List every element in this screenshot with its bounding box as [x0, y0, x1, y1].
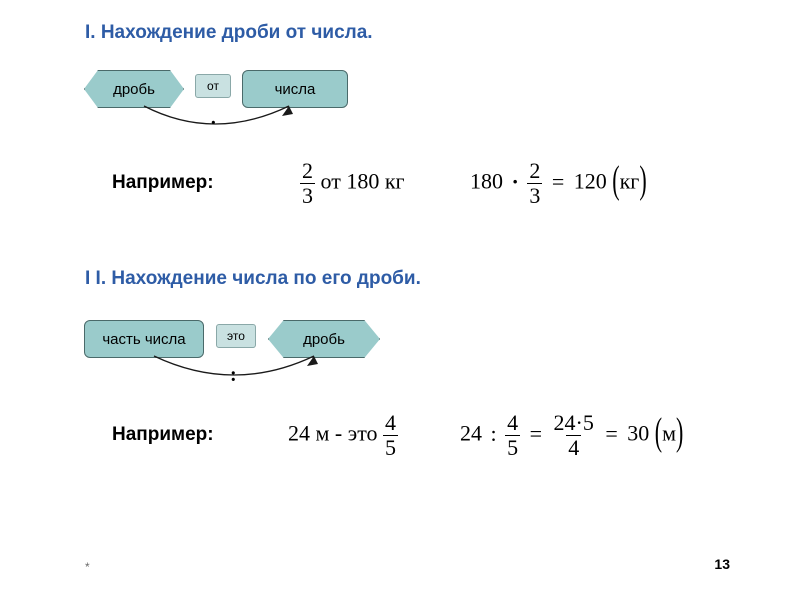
- section2-operator: :: [230, 364, 237, 387]
- math-text: 180: [470, 169, 503, 194]
- equals: =: [526, 421, 546, 446]
- section2-title: I I. Нахождение числа по его дроби.: [85, 268, 421, 290]
- paren-l: (: [612, 156, 619, 203]
- math-a: 24: [460, 421, 482, 446]
- section1-math-part1: 2 3 от 180 кг: [300, 160, 405, 207]
- equals: =: [548, 169, 568, 194]
- unit: кг: [620, 169, 640, 194]
- section1-left-shape: дробь: [84, 70, 184, 108]
- section2-math-part2: 24 : 4 5 = 24·5 4 = 30 (м): [460, 412, 683, 459]
- section1-link-label: от: [207, 79, 219, 93]
- frac-den: 5: [505, 435, 520, 459]
- section2-left-shape: часть числа: [84, 320, 204, 358]
- fraction: 2 3: [527, 160, 542, 207]
- section1-right-shape: числа: [242, 70, 348, 108]
- fraction: 24·5 4: [552, 412, 596, 459]
- section2-link-label: это: [227, 329, 245, 343]
- paren-r: ): [676, 408, 683, 455]
- math-text: от 180 кг: [315, 169, 405, 194]
- math-text: 24 м - это: [288, 421, 383, 446]
- section1-link-shape: от: [195, 74, 231, 98]
- section1-math-part2: 180 · 2 3 = 120 (кг): [470, 160, 647, 207]
- frac-num: 2: [300, 160, 315, 183]
- section1-operator: ·: [210, 112, 217, 135]
- frac-den: 3: [527, 183, 542, 207]
- section1-example-label: Например:: [112, 172, 214, 194]
- frac-den: 5: [383, 435, 398, 459]
- frac-num: 4: [505, 412, 520, 435]
- footer-star: *: [85, 560, 90, 574]
- section1-title: I. Нахождение дроби от числа.: [85, 22, 373, 44]
- unit: м: [662, 421, 676, 446]
- section2-right-shape: дробь: [268, 320, 380, 358]
- section2-math-part1: 24 м - это 4 5: [288, 412, 398, 459]
- frac-num: 4: [383, 412, 398, 435]
- fraction: 4 5: [383, 412, 398, 459]
- result: 120: [574, 169, 607, 194]
- frac-num: 24·5: [552, 412, 596, 435]
- fraction: 2 3: [300, 160, 315, 207]
- paren-l: (: [655, 408, 662, 455]
- frac-den: 4: [566, 435, 581, 459]
- page-number: 13: [714, 556, 730, 572]
- paren-r: ): [639, 156, 646, 203]
- op: ·: [509, 169, 522, 194]
- section2-example-label: Например:: [112, 424, 214, 446]
- section2-link-shape: это: [216, 324, 256, 348]
- section1-right-label: числа: [275, 81, 316, 98]
- section2-right-label: дробь: [303, 331, 345, 348]
- frac-num: 2: [527, 160, 542, 183]
- section2-left-label: часть числа: [102, 331, 185, 348]
- result: 30: [627, 421, 649, 446]
- equals: =: [601, 421, 621, 446]
- fraction: 4 5: [505, 412, 520, 459]
- section1-left-label: дробь: [113, 81, 155, 98]
- op: :: [488, 421, 500, 446]
- frac-den: 3: [300, 183, 315, 207]
